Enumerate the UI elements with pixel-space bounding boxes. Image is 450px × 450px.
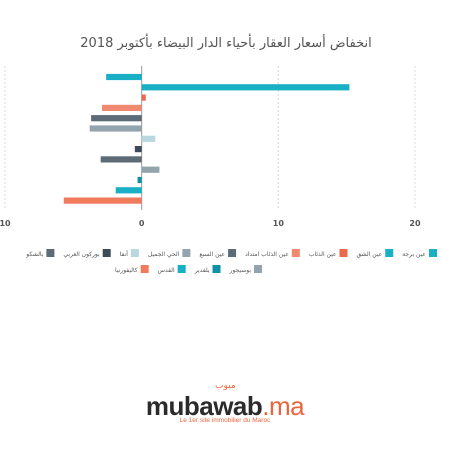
legend-swatch <box>130 249 139 257</box>
legend-label: عين الشق <box>357 251 383 258</box>
bar <box>91 115 142 122</box>
legend-label: عين برجة <box>402 251 426 258</box>
logo-wordmark: mubawab.ma <box>0 391 450 422</box>
legend-label: الحي الجميل <box>148 251 180 258</box>
legend-swatch <box>46 249 55 257</box>
logo-tld: .ma <box>262 391 305 421</box>
legend-item: بلفدير <box>194 265 221 274</box>
legend-item: عين السبع <box>199 249 237 258</box>
legend-label: كاليفورنيا <box>115 267 138 274</box>
legend-item: بالشكو <box>25 249 55 258</box>
legend-swatch <box>140 265 149 273</box>
legend-item: أنفا <box>120 249 139 258</box>
legend-item: عين الذئاب امتداد <box>245 249 300 258</box>
x-tick-label: 20 <box>409 219 421 228</box>
legend-item: القدس <box>158 265 186 274</box>
bar <box>106 73 142 81</box>
bars <box>63 73 350 204</box>
logo-arabic-text: مبوب <box>215 381 236 391</box>
legend-swatch <box>212 265 221 273</box>
legend-item: الحي الجميل <box>148 249 191 258</box>
x-tick-label: 10 <box>273 219 285 228</box>
legend-swatch <box>429 249 437 257</box>
legend-swatch <box>291 249 300 257</box>
legend-label: بوسيجور <box>229 267 252 274</box>
legend-swatch <box>102 249 111 257</box>
legend-label: أنفا <box>120 250 129 258</box>
x-tick-label: 0 <box>139 219 145 228</box>
legend-swatch <box>177 265 186 273</box>
legend-item: بوركون الغربي <box>63 249 111 258</box>
legend-swatch <box>385 249 394 257</box>
bar <box>89 125 142 132</box>
logo-name: mubawab <box>145 391 263 421</box>
legend-swatch <box>228 249 237 257</box>
legend-swatch <box>339 249 348 257</box>
legend-label: بوركون الغربي <box>63 251 100 258</box>
legend-label: عين الذئاب <box>309 251 337 258</box>
legend: عين برجة عين الشق عين الذئاب عين الذئاب امت… <box>25 249 437 274</box>
legend-item: بوسيجور <box>229 265 262 274</box>
legend-swatch <box>254 265 262 273</box>
legend-label: بالشكو <box>25 251 43 258</box>
bar <box>115 187 142 194</box>
bar <box>141 94 146 101</box>
legend-label: عين السبع <box>199 251 225 258</box>
legend-item: عين برجة <box>402 249 437 258</box>
chart-title: انخفاض أسعار العقار بأحياء الدار البيضاء… <box>80 33 371 51</box>
legend-label: عين الذئاب امتداد <box>245 251 289 258</box>
x-tick-label: 10 <box>0 219 11 228</box>
bar <box>134 146 142 153</box>
bar <box>100 156 142 163</box>
legend-item: كاليفورنيا <box>115 265 149 274</box>
legend-item: عين الذئاب <box>309 249 348 258</box>
bar <box>63 197 142 204</box>
logo-tagline: Le 1er site immobilier du Maroc <box>179 417 271 424</box>
x-axis-ticks: 10 0 10 20 <box>0 219 421 228</box>
bar <box>141 84 350 91</box>
legend-swatch <box>182 249 191 257</box>
legend-label: القدس <box>158 267 175 274</box>
bar <box>141 166 160 173</box>
legend-item: عين الشق <box>357 249 394 258</box>
bar <box>137 176 142 184</box>
bar <box>141 135 156 142</box>
legend-label: بلفدير <box>194 267 210 274</box>
bar <box>102 104 142 111</box>
